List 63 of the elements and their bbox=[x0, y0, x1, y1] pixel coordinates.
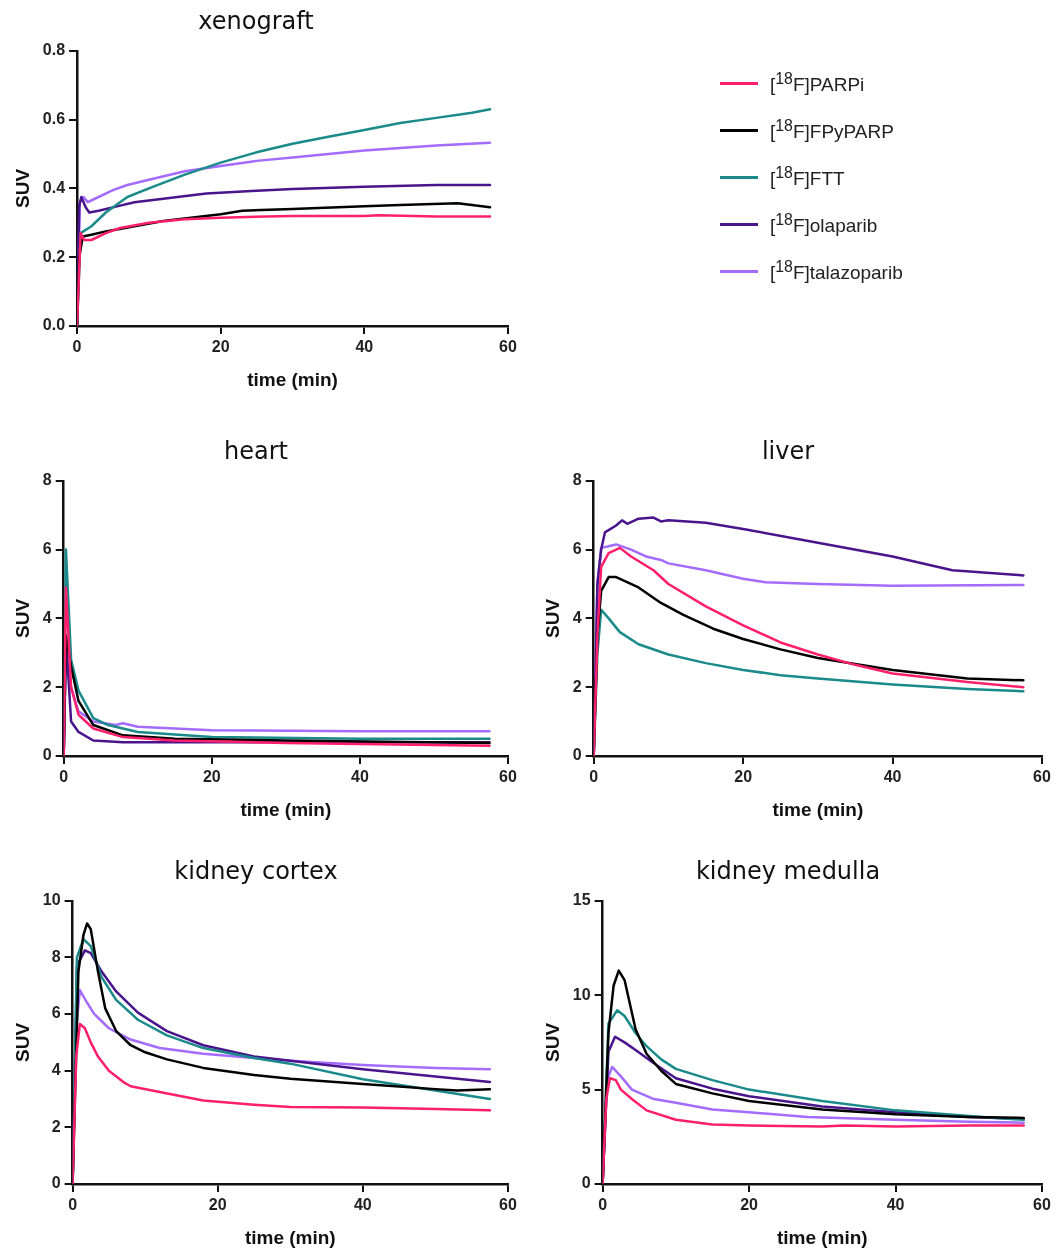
legend-label: [$^{18}$F]PARPi bbox=[770, 70, 865, 97]
y-tick-label: 4 bbox=[42, 608, 52, 626]
legend-label: [$^{18}$F]olaparib bbox=[770, 211, 878, 238]
x-tick-label: 40 bbox=[353, 1196, 372, 1214]
chart-title: kidney medulla bbox=[695, 856, 881, 885]
x-tick-label: 40 bbox=[355, 338, 374, 356]
chart-title: kidney cortex bbox=[174, 856, 338, 885]
x-axis-title: time (min) bbox=[247, 368, 338, 390]
x-axis-title: time (min) bbox=[240, 798, 332, 820]
y-tick-label: 10 bbox=[572, 985, 591, 1003]
y-tick-label: 0 bbox=[572, 746, 582, 764]
y-tick-label: 0 bbox=[581, 1174, 591, 1192]
x-tick-label: 0 bbox=[598, 1196, 608, 1214]
y-tick-label: 4 bbox=[572, 608, 582, 626]
x-tick-label: 20 bbox=[734, 768, 753, 786]
y-tick-label: 8 bbox=[572, 471, 582, 489]
y-tick-label: 0 bbox=[51, 1174, 61, 1192]
y-tick-label: 5 bbox=[581, 1080, 591, 1098]
y-tick-label: 0.2 bbox=[42, 247, 66, 265]
legend-label: [$^{18}$F]FTT bbox=[770, 164, 845, 191]
x-tick-label: 20 bbox=[202, 768, 221, 786]
y-tick-label: 8 bbox=[51, 947, 61, 965]
x-tick-label: 60 bbox=[499, 768, 517, 786]
x-tick-label: 0 bbox=[72, 338, 82, 356]
y-tick-label: 2 bbox=[572, 677, 582, 695]
y-tick-label: 2 bbox=[42, 677, 52, 695]
legend-label: [$^{18}$F]FPyPARP bbox=[770, 117, 894, 144]
chart-title: liver bbox=[761, 436, 815, 465]
x-tick-label: 60 bbox=[499, 338, 517, 356]
x-axis-title: time (min) bbox=[772, 798, 864, 820]
y-tick-label: 4 bbox=[51, 1061, 61, 1079]
y-axis-title: SUV bbox=[541, 1022, 563, 1062]
y-axis-title: SUV bbox=[11, 598, 33, 638]
x-tick-label: 60 bbox=[499, 1196, 517, 1214]
y-tick-label: 0.0 bbox=[42, 316, 66, 334]
y-tick-label: 0 bbox=[42, 746, 52, 764]
x-tick-label: 20 bbox=[211, 338, 230, 356]
x-tick-label: 60 bbox=[1033, 1196, 1051, 1214]
y-tick-label: 0.8 bbox=[42, 41, 66, 59]
x-tick-label: 20 bbox=[208, 1196, 227, 1214]
x-tick-label: 40 bbox=[883, 768, 902, 786]
y-tick-label: 15 bbox=[572, 891, 591, 909]
x-tick-label: 60 bbox=[1033, 768, 1051, 786]
legend-label: [$^{18}$F]talazoparib bbox=[770, 258, 903, 285]
x-tick-label: 40 bbox=[351, 768, 369, 786]
y-tick-label: 10 bbox=[42, 891, 61, 909]
y-tick-label: 6 bbox=[42, 540, 52, 558]
x-tick-label: 20 bbox=[740, 1196, 759, 1214]
y-tick-label: 0.6 bbox=[42, 110, 66, 128]
y-tick-label: 0.4 bbox=[42, 178, 66, 196]
x-tick-label: 0 bbox=[68, 1196, 78, 1214]
y-tick-label: 8 bbox=[42, 471, 52, 489]
x-axis-title: time (min) bbox=[244, 1226, 336, 1248]
chart-title: heart bbox=[224, 436, 288, 465]
y-tick-label: 6 bbox=[572, 540, 582, 558]
y-axis-title: SUV bbox=[11, 1022, 33, 1062]
y-tick-label: 2 bbox=[51, 1117, 61, 1135]
x-axis-title: time (min) bbox=[776, 1226, 868, 1248]
y-tick-label: 6 bbox=[51, 1004, 61, 1022]
x-tick-label: 40 bbox=[886, 1196, 905, 1214]
chart-title: xenograft bbox=[198, 6, 314, 35]
y-axis-title: SUV bbox=[11, 168, 33, 208]
y-axis-title: SUV bbox=[541, 598, 563, 638]
